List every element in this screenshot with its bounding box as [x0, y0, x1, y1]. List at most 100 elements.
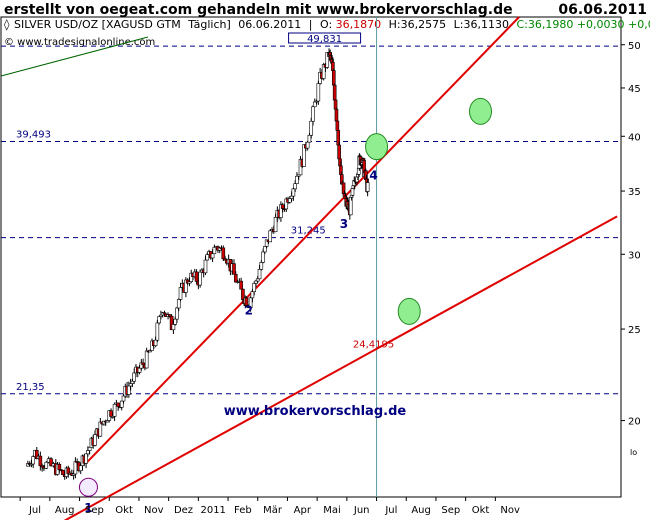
y-tick-label-0: 20	[628, 417, 641, 428]
candle-up	[212, 246, 217, 255]
circle-marker-target-1	[365, 133, 389, 161]
candle-up	[263, 246, 267, 253]
svg-text:SILVER USD/OZ [XAGUSD GTM: SILVER USD/OZ [XAGUSD GTM Täglich] 06.06…	[14, 18, 650, 31]
price-layer	[26, 48, 370, 480]
candle-up	[289, 195, 294, 199]
level-label-3: 21,35	[16, 382, 45, 393]
candle-down	[66, 467, 71, 474]
x-label-0: Jul	[28, 505, 41, 516]
annotation-2: 3	[340, 217, 348, 231]
candle-down	[116, 402, 120, 407]
candle-up	[132, 372, 136, 382]
candle-up	[205, 254, 210, 261]
x-label-6: 2011	[200, 505, 225, 516]
x-label-14: Sep	[441, 505, 460, 516]
header-date: 06.06.2011	[558, 2, 647, 18]
info-open-label: O:	[320, 18, 332, 31]
x-label-2: Sep	[85, 505, 104, 516]
candle-up	[309, 120, 314, 136]
candle-up	[121, 395, 126, 402]
x-label-8: Mär	[263, 505, 283, 516]
candle-up	[250, 291, 255, 299]
x-label-15: Okt	[472, 505, 490, 516]
candle	[49, 457, 53, 467]
candle	[350, 188, 355, 197]
candle-down	[49, 458, 53, 467]
candle-up	[305, 141, 310, 149]
candle-up	[257, 269, 262, 280]
candle-down	[233, 274, 238, 283]
candle-up	[255, 278, 260, 282]
candle-up	[350, 188, 355, 196]
candle-up	[288, 198, 292, 203]
candle-up	[93, 434, 97, 446]
candle-down	[232, 263, 236, 275]
info-low: L:36,1130	[454, 18, 509, 31]
candle-down	[331, 70, 336, 86]
candle-down	[332, 84, 337, 101]
candle-up	[173, 318, 177, 325]
candle-up	[259, 262, 264, 270]
candle-up	[178, 287, 183, 300]
candle-up	[31, 456, 36, 465]
candle-up	[254, 280, 258, 284]
trendline-0	[84, 16, 520, 465]
candle-up	[155, 322, 160, 341]
candle	[316, 80, 321, 105]
candle-down	[239, 280, 243, 290]
source-credit: © www.tradesignalonline.com	[4, 37, 155, 48]
candle-up	[295, 175, 299, 184]
trendline-layer	[56, 16, 618, 524]
candle-up	[311, 106, 315, 122]
candle-down	[194, 271, 199, 282]
candle-down	[57, 463, 62, 470]
candle	[61, 469, 65, 475]
x-label-3: Okt	[115, 505, 133, 516]
candle-down	[38, 455, 43, 467]
candle-up	[268, 230, 273, 243]
candle	[365, 179, 370, 197]
candle-up	[84, 453, 88, 464]
info-high: H:36,2575	[389, 18, 446, 31]
candle-up	[291, 188, 296, 197]
x-label-11: Jun	[353, 505, 370, 516]
axis-layer: 20 25 30 35 40 45 50 Jul Aug Sep Okt Nov Dez 2011 Feb M…	[19, 41, 641, 516]
candle-up	[127, 385, 131, 395]
info-marker-icon: ◊	[4, 18, 10, 31]
info-symbol: SILVER USD/OZ [XAGUSD GTM	[14, 18, 181, 31]
x-label-9: Apr	[294, 505, 312, 516]
circle-marker-start	[78, 477, 98, 497]
candle-up	[365, 182, 370, 192]
candle-up	[153, 339, 158, 346]
candle-up	[144, 350, 149, 369]
y-tick-label-6: 50	[628, 41, 641, 52]
candle-up	[203, 259, 208, 274]
header-title: erstellt von oegeat.com gehandeln mit ww…	[4, 2, 513, 18]
x-label-4: Nov	[144, 505, 164, 516]
level-label-2: 31,245	[291, 226, 326, 237]
candle-up	[312, 101, 317, 108]
y-tick-label-4: 40	[628, 132, 641, 143]
candle-down	[337, 144, 341, 160]
peak-label-box	[288, 32, 362, 44]
candle-down	[333, 99, 338, 110]
x-label-7: Feb	[234, 505, 252, 516]
y-tick-label-3: 35	[628, 187, 641, 198]
candle-up	[175, 307, 179, 320]
candle-up	[198, 271, 202, 286]
x-label-10: Mai	[323, 505, 341, 516]
candle-up	[128, 383, 133, 387]
y-tick-label-5: 45	[628, 84, 641, 95]
candle-up	[119, 400, 124, 408]
candle-down	[221, 247, 226, 260]
trendline-1	[56, 215, 618, 524]
plot-frame	[0, 16, 622, 498]
annotation-0: 1	[84, 501, 92, 515]
info-close-change: C:36,1980 +0,0030 +0,0083%	[516, 18, 650, 31]
candle-up	[87, 446, 92, 451]
x-label-5: Dez	[174, 505, 193, 516]
candle-up	[176, 299, 181, 309]
candle-down	[334, 108, 339, 122]
annotation-4: 24,4195	[353, 340, 394, 351]
